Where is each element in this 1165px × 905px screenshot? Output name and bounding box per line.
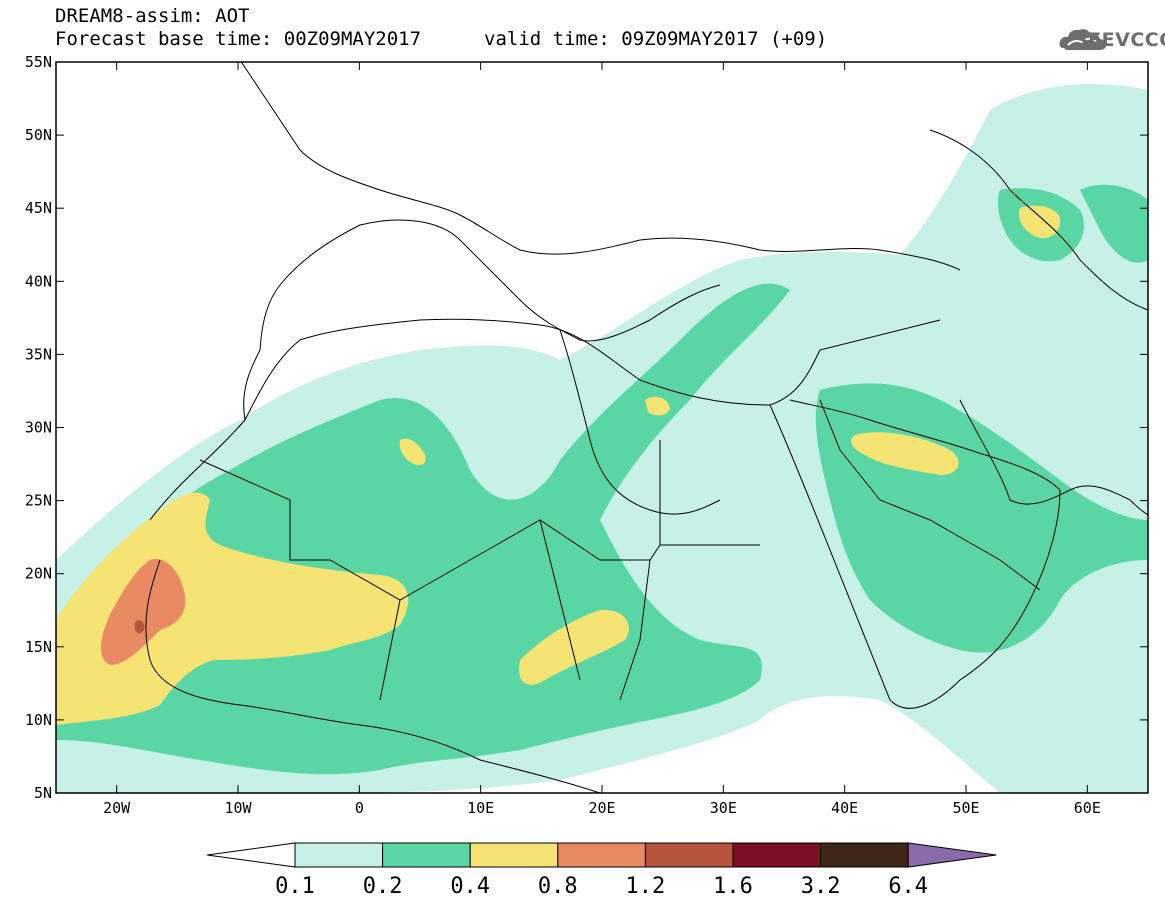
valid-time: valid time: 09Z09MAY2017 (+09)	[484, 28, 828, 50]
lat-tick-label: 25N	[25, 492, 52, 510]
lat-tick-label: 55N	[25, 53, 52, 71]
lat-tick-label: 30N	[25, 419, 52, 437]
aot-contour-high	[1018, 205, 1061, 239]
colorbar-segment	[820, 842, 909, 868]
lat-tick-label: 5N	[34, 784, 52, 802]
lat-tick-label: 35N	[25, 345, 52, 363]
aot-contour-high	[851, 432, 959, 475]
colorbar-segment	[469, 842, 559, 868]
colorbar-segment	[557, 842, 646, 868]
aot-contour-high	[519, 609, 629, 685]
latitude-axis: 55N 50N 45N 40N 35N 30N 25N 20N 15N 10N 5N	[25, 53, 1148, 802]
lon-tick-label: 50E	[952, 799, 979, 817]
lat-tick-label: 45N	[25, 199, 52, 217]
lat-tick-label: 20N	[25, 565, 52, 583]
colorbar-segment	[382, 842, 471, 868]
colorbar-label: 1.2	[626, 874, 666, 899]
cloud-icon	[1059, 29, 1107, 50]
aot-contour-extreme	[134, 620, 145, 634]
colorbar-segment	[644, 842, 734, 868]
colorbar-label: 1.6	[713, 874, 753, 899]
colorbar-segment	[732, 842, 822, 868]
lon-tick-label: 60E	[1074, 799, 1101, 817]
aot-contour-veryhigh	[101, 559, 186, 665]
aot-contour-high	[56, 492, 409, 725]
colorbar-label: 0.4	[450, 874, 490, 899]
colorbar-segment	[294, 842, 384, 868]
aot-contour-high	[399, 438, 426, 466]
map-title: DREAM8-assim: AOT	[55, 5, 250, 27]
lon-tick-label: 20W	[103, 799, 131, 817]
lon-tick-label: 40E	[831, 799, 858, 817]
lon-tick-label: 10E	[467, 799, 494, 817]
lat-tick-label: 15N	[25, 638, 52, 656]
colorbar-left-arrow	[206, 842, 296, 868]
colorbar-label: 6.4	[888, 874, 928, 899]
lon-tick-label: 0	[355, 799, 364, 817]
colorbar-label: 3.2	[801, 874, 841, 899]
aot-contour-mid	[1080, 184, 1148, 263]
lat-tick-label: 50N	[25, 126, 52, 144]
lat-tick-label: 10N	[25, 711, 52, 729]
colorbar-label: 0.2	[363, 874, 403, 899]
colorbar-label: 0.8	[538, 874, 578, 899]
forecast-base-time: Forecast base time: 00Z09MAY2017	[55, 28, 422, 50]
lon-tick-label: 10W	[224, 799, 252, 817]
longitude-axis: 20W 10W 0 10E 20E 30E 40E 50E 60E	[103, 62, 1101, 817]
coastlines	[145, 62, 1148, 793]
logo-text: SEEVCCC	[1074, 29, 1165, 51]
lon-tick-label: 30E	[710, 799, 737, 817]
colorbar-right-arrow	[907, 842, 997, 868]
lat-tick-label: 40N	[25, 272, 52, 290]
lon-tick-label: 20E	[588, 799, 615, 817]
colorbar-label: 0.1	[275, 874, 315, 899]
aot-contour-high	[645, 396, 670, 416]
aot-field	[56, 84, 1148, 793]
